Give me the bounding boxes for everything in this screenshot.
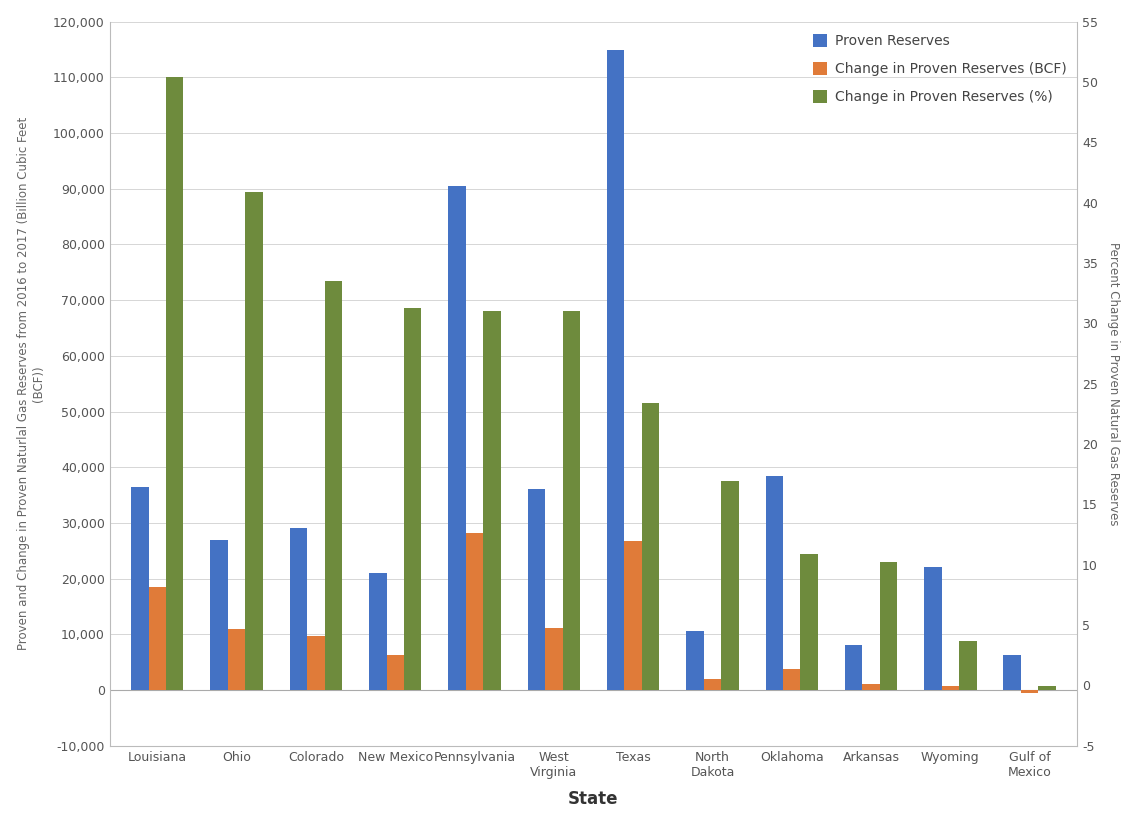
Bar (483, 311, 500, 690)
X-axis label: State: State (568, 790, 619, 808)
Bar (325, 280, 342, 690)
Bar (783, 669, 800, 690)
Bar (941, 686, 960, 690)
Bar (765, 475, 783, 690)
Bar (387, 655, 404, 690)
Bar (924, 568, 941, 690)
Bar (845, 645, 862, 690)
Bar (704, 680, 721, 690)
Bar (448, 186, 466, 690)
Bar (800, 554, 818, 690)
Bar (370, 573, 387, 690)
Legend: Proven Reserves, Change in Proven Reserves (BCF), Change in Proven Reserves (%): Proven Reserves, Change in Proven Reserv… (807, 29, 1072, 110)
Bar (880, 562, 897, 690)
Bar (131, 487, 149, 690)
Bar (528, 489, 545, 690)
Bar (721, 481, 739, 690)
Bar (1038, 686, 1056, 690)
Bar (404, 309, 422, 690)
Bar (642, 403, 659, 690)
Bar (290, 529, 307, 690)
Bar (149, 587, 166, 690)
Bar (687, 631, 704, 690)
Bar (227, 629, 246, 690)
Bar (545, 628, 563, 690)
Bar (466, 533, 483, 690)
Bar (166, 78, 183, 690)
Bar (862, 684, 880, 690)
Bar (607, 50, 624, 690)
Bar (960, 641, 977, 690)
Y-axis label: Proven and Change in Proven Naturlal Gas Reserves from 2016 to 2017 (Billion Cub: Proven and Change in Proven Naturlal Gas… (17, 117, 44, 650)
Bar (246, 191, 263, 690)
Bar (624, 540, 642, 690)
Y-axis label: Percent Change in Proven Natural Gas Reserves: Percent Change in Proven Natural Gas Res… (1107, 242, 1120, 526)
Bar (1004, 655, 1021, 690)
Bar (563, 311, 580, 690)
Bar (307, 636, 325, 690)
Bar (210, 540, 227, 690)
Bar (1021, 690, 1038, 693)
